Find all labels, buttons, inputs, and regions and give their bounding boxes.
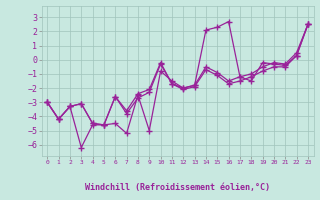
Text: Windchill (Refroidissement éolien,°C): Windchill (Refroidissement éolien,°C) [85,183,270,192]
